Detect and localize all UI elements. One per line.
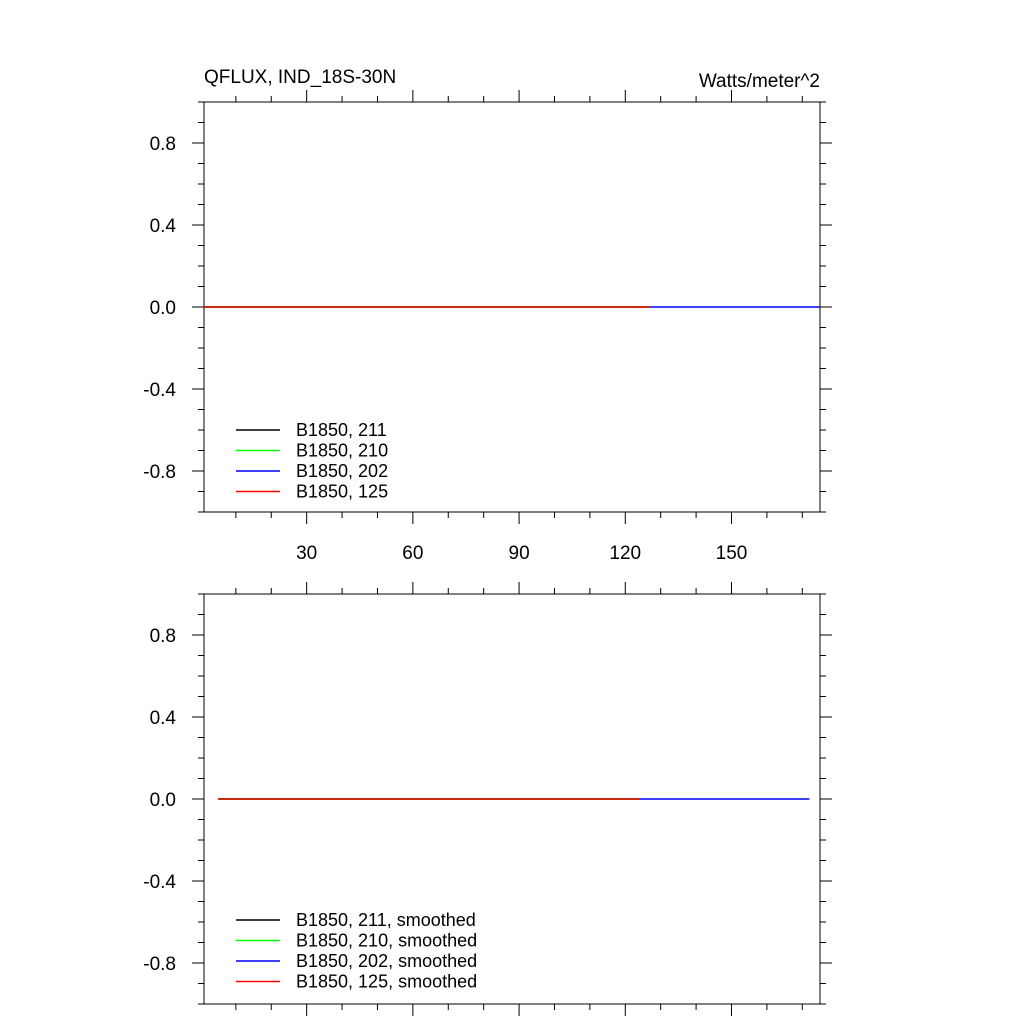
legend-label: B1850, 125 — [296, 482, 388, 502]
x-tick-label: 150 — [716, 543, 748, 564]
legend-label: B1850, 202, smoothed — [296, 951, 477, 971]
y-tick-label: 0.0 — [150, 298, 176, 319]
y-tick-label: 0.4 — [150, 216, 177, 237]
y-tick-label: -0.4 — [143, 380, 176, 401]
legend-label: B1850, 211, smoothed — [296, 910, 476, 930]
y-tick-label: 0.8 — [150, 134, 176, 155]
legend-label: B1850, 202 — [296, 461, 388, 481]
y-tick-label: -0.8 — [143, 954, 176, 975]
x-tick-label: 90 — [509, 543, 530, 564]
y-tick-label: 0.8 — [150, 626, 176, 647]
legend-label: B1850, 210 — [296, 441, 388, 461]
x-tick-label: 30 — [296, 543, 317, 564]
legend-label: B1850, 125, smoothed — [296, 972, 477, 992]
legend-label: B1850, 210, smoothed — [296, 931, 477, 951]
x-tick-label: 60 — [402, 543, 423, 564]
x-tick-label: 120 — [609, 543, 641, 564]
legend-label: B1850, 211 — [296, 420, 387, 440]
units-label: Watts/meter^2 — [699, 71, 820, 92]
y-tick-label: -0.8 — [143, 462, 176, 483]
y-tick-label: 0.0 — [150, 790, 176, 811]
y-tick-label: -0.4 — [143, 872, 176, 893]
y-tick-label: 0.4 — [150, 708, 177, 729]
chart-title: QFLUX, IND_18S-30N — [204, 67, 396, 88]
